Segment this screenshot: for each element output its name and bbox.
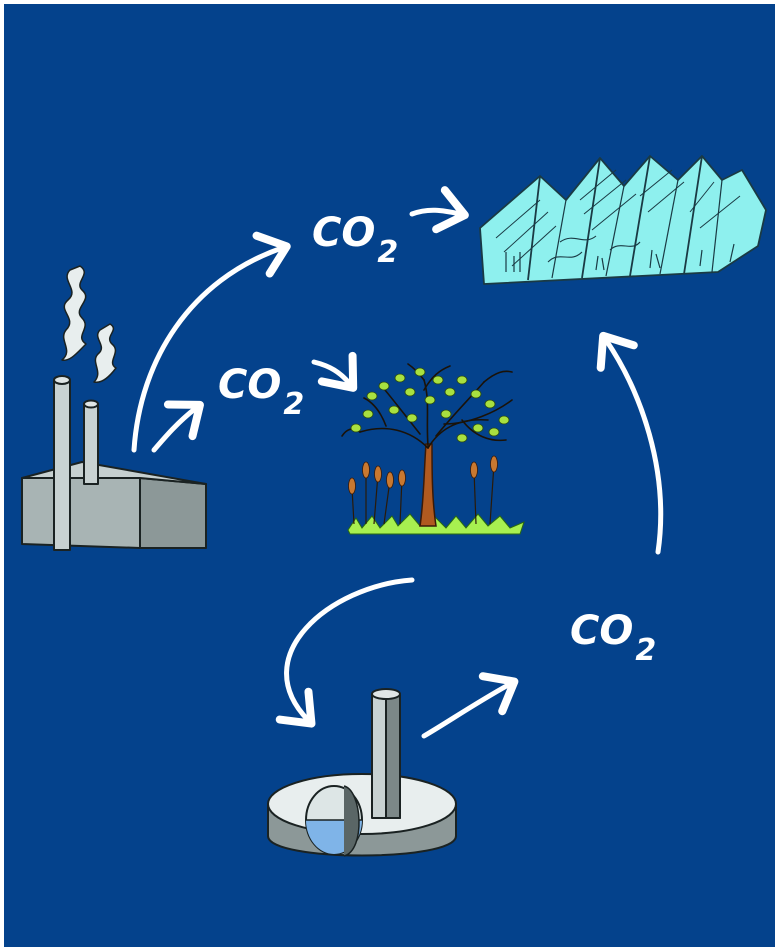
co2-label-top: CO2 — [312, 210, 398, 270]
arrow-factory-to-co2-top — [131, 231, 291, 453]
arrows — [131, 186, 664, 739]
storage-tank-icon — [267, 688, 457, 857]
arrow-tank-to-co2-right — [421, 672, 519, 739]
smoke-left — [61, 265, 87, 361]
greenhouse-icon — [479, 155, 767, 285]
tree-icon — [341, 363, 525, 535]
co2-label-middle: CO2 — [218, 362, 304, 422]
arrow-co2-middle-to-tree — [311, 351, 358, 392]
co2-label-right: CO2 — [570, 608, 656, 668]
arrow-tree-to-tank — [275, 577, 415, 728]
factory-icon — [21, 265, 207, 551]
arrow-factory-to-co2-middle — [151, 400, 204, 453]
arrow-co2-top-to-greenhouse — [409, 186, 469, 234]
smoke-right — [93, 323, 117, 384]
arrow-co2-right-to-greenhouse — [596, 331, 664, 555]
